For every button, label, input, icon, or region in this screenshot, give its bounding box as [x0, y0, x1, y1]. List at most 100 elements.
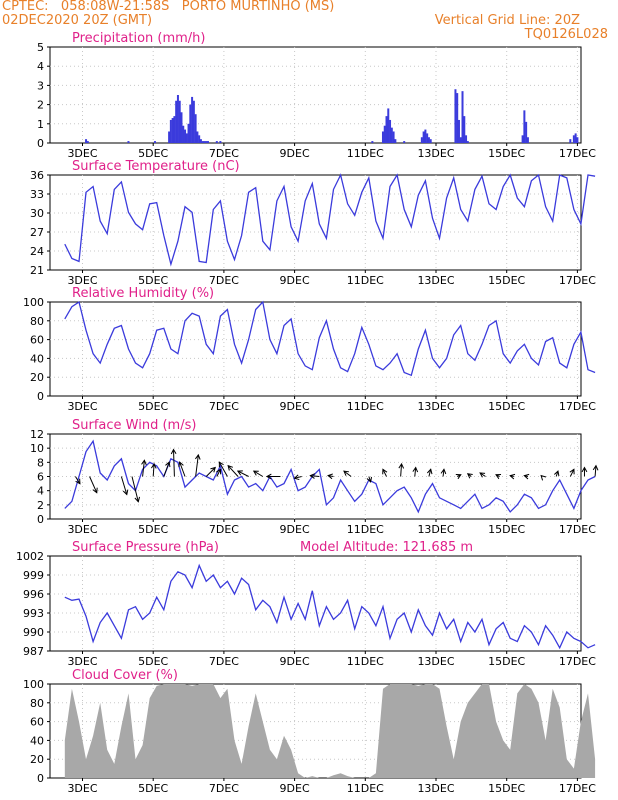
- wind-arrow: [152, 463, 155, 477]
- temp-ytick-label: 36: [30, 169, 44, 182]
- precip-bar: [85, 139, 88, 143]
- wind-ytick-label: 8: [37, 456, 44, 469]
- precip-bar: [521, 135, 524, 143]
- pres-ytick-label: 999: [23, 569, 44, 582]
- temp-title: Surface Temperature (nC): [72, 159, 240, 174]
- wind-arrow-head: [218, 461, 224, 468]
- temp-ytick-label: 21: [30, 264, 44, 277]
- precip-bar: [185, 133, 188, 143]
- precip-ytick-label: 4: [37, 60, 44, 73]
- wind-arrow-head: [366, 476, 373, 483]
- precip-bar: [189, 104, 192, 143]
- cloud-xtick-label: 13DEC: [417, 782, 454, 795]
- wind-arrow: [414, 467, 417, 477]
- rh-xtick-label: 7DEC: [209, 400, 239, 413]
- wind-arrow: [253, 470, 264, 477]
- wind-xtick-label: 5DEC: [138, 523, 168, 536]
- wind-arrow: [75, 476, 81, 484]
- cloud-xtick-label: 15DEC: [488, 782, 525, 795]
- rh-xtick-label: 13DEC: [417, 400, 454, 413]
- wind-arrow: [179, 461, 186, 477]
- rh-ytick-label: 0: [37, 390, 44, 403]
- wind-arrow-head: [327, 473, 333, 480]
- wind-arrow: [163, 461, 170, 477]
- wind-arrow-head: [150, 462, 157, 469]
- cloud-xtick-label: 11DEC: [347, 782, 384, 795]
- wind-title: Surface Wind (m/s): [72, 418, 196, 433]
- precip-bar: [381, 131, 384, 143]
- temp-xtick-label: 5DEC: [138, 274, 168, 287]
- precip-bar: [168, 131, 171, 143]
- cloud-ytick-label: 20: [30, 753, 44, 766]
- precip-bar: [203, 141, 206, 143]
- header-code: TQ0126L028: [524, 27, 608, 42]
- precip-bar: [173, 116, 176, 143]
- precip-bar: [192, 100, 195, 143]
- precip-xtick-label: 5DEC: [138, 147, 168, 160]
- wind-arrow-head: [165, 461, 171, 468]
- precip-bar: [180, 112, 183, 143]
- temp-xtick-label: 15DEC: [488, 274, 525, 287]
- wind-arrow: [173, 449, 175, 477]
- rh-ytick-label: 100: [23, 296, 44, 309]
- wind-arrow: [205, 467, 216, 477]
- precip-bar: [403, 141, 406, 143]
- wind-arrow-head: [523, 473, 530, 480]
- rh-ytick-label: 40: [30, 352, 44, 365]
- precip-bar: [385, 116, 388, 143]
- precip-bar: [574, 133, 577, 143]
- precip-ytick-label: 3: [37, 79, 44, 92]
- precip-xtick-label: 11DEC: [347, 147, 384, 160]
- cloud-ytick-label: 100: [23, 678, 44, 691]
- wind-arrow: [142, 460, 145, 477]
- wind-arrow: [89, 476, 98, 493]
- precip-xtick-label: 7DEC: [209, 147, 239, 160]
- wind-arrow-head: [440, 468, 447, 475]
- cloud-xtick-label: 3DEC: [67, 782, 97, 795]
- rh-series-line: [64, 300, 596, 377]
- wind-arrow: [310, 475, 320, 477]
- cloud-ytick-label: 40: [30, 734, 44, 747]
- pres-frame: [49, 555, 582, 652]
- temp-xtick-label: 3DEC: [67, 274, 97, 287]
- wind-arrow: [428, 469, 432, 477]
- pres-xtick-label: 13DEC: [417, 655, 454, 668]
- precip-bar: [454, 89, 457, 143]
- cloud-xtick-label: 17DEC: [559, 782, 596, 795]
- wind-arrow: [216, 469, 221, 477]
- precip-bar: [526, 137, 529, 143]
- pres-ytick-label: 1002: [16, 550, 44, 563]
- wind-arrow-head: [194, 453, 201, 460]
- cloud-xtick-label: 7DEC: [209, 782, 239, 795]
- precip-bar: [457, 119, 460, 143]
- precip-bar: [86, 141, 89, 143]
- wind-ytick-label: 0: [37, 513, 44, 526]
- precip-bar: [461, 91, 464, 143]
- precip-bar: [153, 141, 156, 143]
- precip-bar: [392, 131, 395, 143]
- rh-ytick-label: 80: [30, 315, 44, 328]
- wind-ytick-label: 4: [37, 485, 44, 498]
- wind-arrow: [569, 469, 575, 477]
- cloud-xtick-label: 5DEC: [138, 782, 168, 795]
- pres-ytick-label: 996: [23, 588, 44, 601]
- wind-xtick-label: 7DEC: [209, 523, 239, 536]
- rh-xtick-label: 9DEC: [280, 400, 310, 413]
- precip-bar: [219, 141, 222, 143]
- wind-arrow-head: [170, 448, 177, 455]
- precip-bar: [171, 118, 174, 143]
- precip-ytick-label: 2: [37, 99, 44, 112]
- precip-bar: [383, 125, 386, 143]
- wind-arrow-head: [412, 466, 419, 473]
- temp-ytick-label: 33: [30, 188, 44, 201]
- precip-bar: [466, 141, 469, 143]
- wind-arrow-head: [265, 473, 272, 480]
- pres-xtick-label: 7DEC: [209, 655, 239, 668]
- wind-arrow-head: [581, 466, 588, 473]
- cloud-ytick-label: 0: [37, 772, 44, 785]
- wind-xtick-label: 15DEC: [488, 523, 525, 536]
- precip-bar: [523, 110, 526, 143]
- header-datetime: 02DEC2020 20Z (GMT): [2, 13, 153, 28]
- wind-arrow-head: [141, 459, 147, 466]
- rh-frame: [49, 301, 582, 397]
